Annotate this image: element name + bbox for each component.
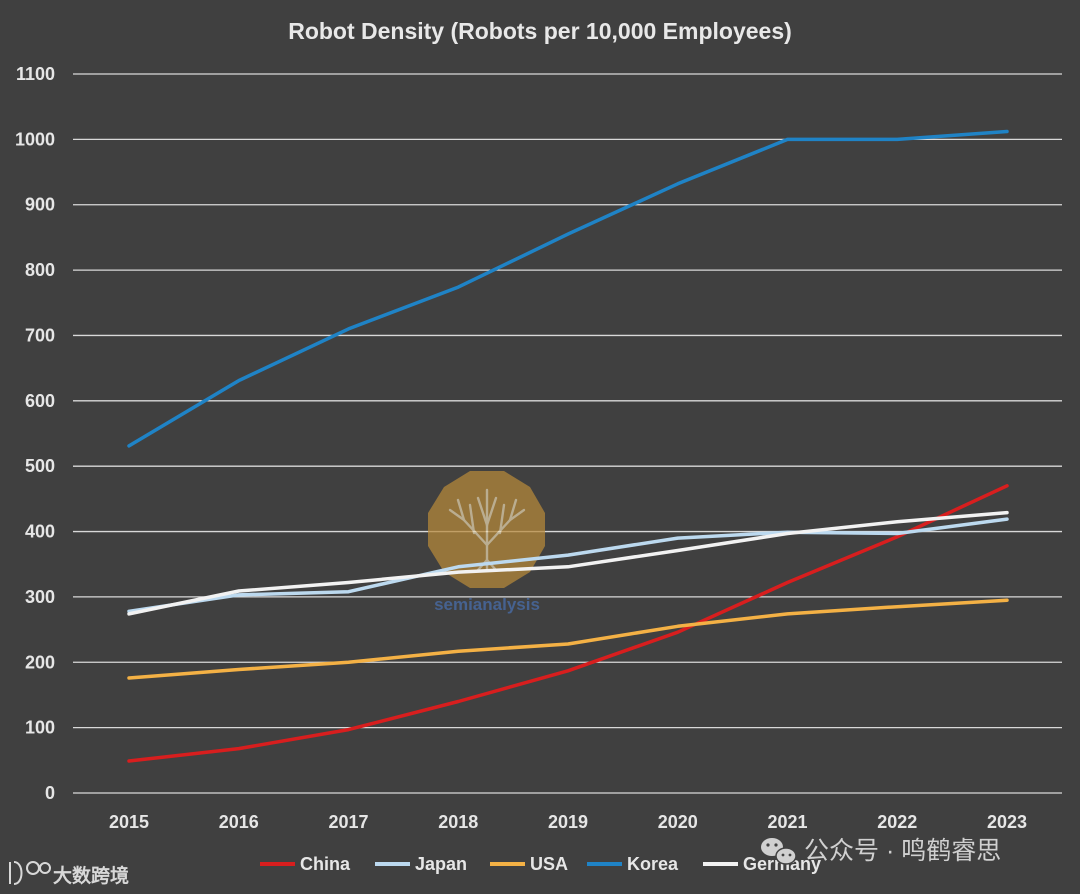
- y-tick-label: 1000: [15, 129, 55, 149]
- y-tick-label: 300: [25, 587, 55, 607]
- x-tick-label: 2018: [438, 812, 478, 832]
- legend-label: Korea: [627, 854, 679, 874]
- wechat-watermark: 公众号 · 鸣鹤睿思: [761, 837, 1001, 865]
- x-tick-label: 2022: [877, 812, 917, 832]
- y-tick-label: 700: [25, 325, 55, 345]
- y-tick-label: 100: [25, 718, 55, 738]
- x-tick-label: 2019: [548, 812, 588, 832]
- legend-label: Japan: [415, 854, 467, 874]
- chart-title: Robot Density (Robots per 10,000 Employe…: [288, 18, 792, 44]
- x-tick-label: 2020: [658, 812, 698, 832]
- series-line-china: [127, 484, 1009, 763]
- semianalysis-watermark-text: semianalysis: [434, 595, 540, 614]
- y-tick-label: 0: [45, 783, 55, 803]
- x-tick-label: 2023: [987, 812, 1027, 832]
- series-line-korea: [127, 129, 1009, 448]
- brand-watermark-text: 大数跨境: [53, 864, 129, 887]
- brand-logo-icon: [9, 861, 51, 885]
- series-line-germany: [127, 510, 1009, 616]
- x-axis-ticks: 2015 2016 2017 2018 2019 2020 2021 2022 2023: [109, 812, 1027, 832]
- wechat-icon: [761, 838, 797, 865]
- y-tick-label: 200: [25, 652, 55, 672]
- brand-watermark: 大数跨境: [9, 861, 129, 887]
- series-line-japan: [127, 517, 1009, 614]
- legend-label: USA: [530, 854, 568, 874]
- x-tick-label: 2017: [328, 812, 368, 832]
- legend-label: China: [300, 854, 351, 874]
- x-tick-label: 2021: [767, 812, 807, 832]
- semianalysis-watermark: semianalysis: [428, 471, 545, 614]
- wechat-account-text: 公众号 · 鸣鹤睿思: [804, 837, 1001, 865]
- semianalysis-logo-tree-icon: [448, 488, 526, 572]
- y-axis-ticks: 0 100 200 300 400 500 600 700 800 900 1000 1100: [15, 64, 55, 803]
- legend-item-japan: Japan: [375, 854, 467, 874]
- series-lines: [127, 129, 1009, 763]
- y-tick-label: 400: [25, 522, 55, 542]
- x-tick-label: 2015: [109, 812, 149, 832]
- legend-item-china: China: [260, 854, 351, 874]
- y-tick-label: 600: [25, 391, 55, 411]
- legend-item-korea: Korea: [587, 854, 679, 874]
- legend-item-usa: USA: [490, 854, 568, 874]
- y-tick-label: 900: [25, 195, 55, 215]
- y-tick-label: 1100: [16, 64, 55, 84]
- y-tick-label: 500: [25, 456, 55, 476]
- legend: ChinaJapanUSAKoreaGermany: [260, 854, 821, 874]
- x-tick-label: 2016: [219, 812, 259, 832]
- gridlines: [73, 73, 1062, 794]
- y-tick-label: 800: [25, 260, 55, 280]
- series-line-usa: [127, 598, 1009, 680]
